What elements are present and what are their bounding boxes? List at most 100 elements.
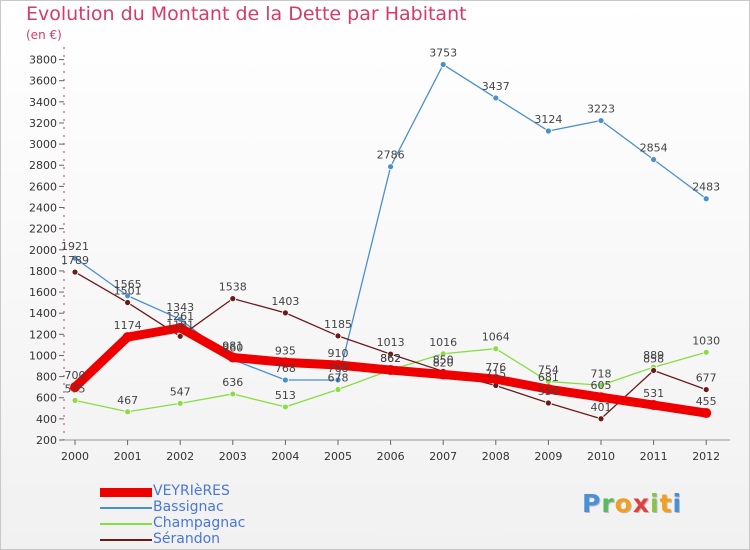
x-tick-label: 2004 bbox=[271, 450, 299, 463]
chart-series bbox=[70, 61, 712, 423]
data-label: 1181 bbox=[166, 318, 194, 331]
x-tick-label: 2008 bbox=[482, 450, 510, 463]
data-point bbox=[492, 94, 500, 102]
data-point bbox=[71, 254, 79, 262]
logo-letter: t bbox=[659, 489, 673, 518]
data-label: 401 bbox=[591, 401, 612, 414]
data-point bbox=[545, 399, 552, 407]
data-label: 1064 bbox=[482, 331, 510, 344]
data-label: 768 bbox=[275, 362, 296, 375]
data-label: 605 bbox=[591, 379, 612, 392]
data-point bbox=[281, 309, 289, 317]
x-tick-label: 2011 bbox=[640, 450, 668, 463]
data-label: 513 bbox=[275, 389, 296, 402]
y-tick-label: 1800 bbox=[29, 265, 57, 278]
x-tick-label: 2007 bbox=[429, 450, 457, 463]
data-point bbox=[597, 415, 605, 423]
data-label: 850 bbox=[433, 353, 454, 366]
data-point bbox=[387, 163, 395, 171]
x-tick-label: 2010 bbox=[587, 450, 615, 463]
data-label: 862 bbox=[380, 352, 401, 365]
legend-label: Bassignac bbox=[153, 499, 224, 515]
data-point bbox=[334, 376, 342, 384]
y-tick-label: 2200 bbox=[29, 223, 57, 236]
data-label: 715 bbox=[485, 368, 506, 381]
data-label: 1501 bbox=[114, 285, 142, 298]
legend-item: Bassignac bbox=[100, 499, 350, 516]
data-label: 1343 bbox=[166, 301, 194, 314]
data-label: 1403 bbox=[271, 295, 299, 308]
legend-label: Champagnac bbox=[153, 515, 246, 531]
data-point bbox=[702, 195, 710, 203]
data-label: 862 bbox=[380, 352, 401, 365]
y-tick-label: 1400 bbox=[29, 307, 57, 320]
data-label: 1789 bbox=[61, 254, 89, 267]
data-label: 531 bbox=[643, 387, 664, 400]
y-tick-label: 200 bbox=[36, 434, 57, 447]
data-label: 768 bbox=[328, 362, 349, 375]
data-point bbox=[701, 408, 712, 419]
data-point bbox=[71, 396, 79, 404]
data-point bbox=[387, 350, 395, 358]
data-label: 1261 bbox=[166, 310, 194, 323]
data-point bbox=[124, 292, 131, 300]
data-point bbox=[438, 369, 449, 380]
data-point bbox=[543, 384, 554, 395]
data-label: 547 bbox=[170, 385, 191, 398]
data-point bbox=[227, 352, 238, 363]
chart-title: Evolution du Montant de la Dette par Hab… bbox=[26, 3, 467, 25]
data-point bbox=[385, 365, 396, 376]
y-tick-label: 1000 bbox=[29, 349, 57, 362]
logo-letter: r bbox=[601, 489, 615, 518]
y-tick-label: 800 bbox=[36, 371, 57, 384]
data-point bbox=[70, 382, 80, 393]
data-point bbox=[334, 332, 342, 340]
data-label: 820 bbox=[433, 356, 454, 369]
data-point bbox=[333, 359, 343, 370]
y-tick-label: 2600 bbox=[29, 180, 57, 193]
legend-item: VEYRIèRES bbox=[100, 483, 350, 500]
y-tick-label: 400 bbox=[36, 413, 57, 426]
chart-subtitle: (en €) bbox=[26, 28, 62, 42]
data-label: 3753 bbox=[429, 47, 457, 60]
data-point bbox=[648, 400, 659, 411]
data-point bbox=[490, 374, 501, 385]
y-tick-label: 3200 bbox=[29, 117, 57, 130]
data-point bbox=[122, 332, 133, 343]
chart-axes: 200 400 600 800 1000 1200 1400 1600 1800 2000 2200… bbox=[29, 47, 730, 463]
data-point bbox=[596, 392, 606, 403]
data-label: 981 bbox=[222, 339, 243, 352]
legend-item: Champagnac bbox=[100, 515, 350, 532]
data-label: 3223 bbox=[587, 103, 615, 116]
data-label: 1538 bbox=[219, 281, 247, 294]
data-point bbox=[229, 390, 237, 398]
legend-label: Sérandon bbox=[153, 531, 221, 547]
data-label: 677 bbox=[696, 372, 717, 385]
proxiti-logo: Proxiti bbox=[582, 489, 682, 518]
data-label: 700 bbox=[65, 369, 86, 382]
data-label: 2786 bbox=[377, 149, 405, 162]
legend-swatch bbox=[100, 507, 152, 509]
y-tick-label: 2000 bbox=[29, 244, 57, 257]
legend-label: VEYRIèRES bbox=[153, 483, 230, 499]
data-label: 1185 bbox=[324, 318, 352, 331]
data-label: 718 bbox=[591, 367, 612, 380]
data-label: 1565 bbox=[114, 278, 142, 291]
data-label: 889 bbox=[643, 349, 664, 362]
data-label: 575 bbox=[65, 382, 86, 395]
data-point bbox=[439, 350, 447, 358]
chart-data-labels: 700 1174 1261 981 935 910 862 820 776 681 605 531 45… bbox=[61, 47, 720, 414]
data-label: 550 bbox=[538, 385, 559, 398]
data-point bbox=[597, 117, 605, 124]
data-point bbox=[545, 127, 552, 135]
x-tick-label: 2005 bbox=[324, 450, 352, 463]
data-label: 678 bbox=[328, 371, 349, 384]
data-label: 455 bbox=[696, 395, 717, 408]
y-tick-label: 3000 bbox=[29, 138, 57, 151]
legend: VEYRIèRES Bassignac Champagnac Sérandon bbox=[100, 483, 350, 548]
data-point bbox=[229, 295, 237, 303]
y-tick-label: 3800 bbox=[29, 54, 57, 67]
x-tick-label: 2001 bbox=[114, 450, 142, 463]
data-point bbox=[176, 315, 184, 323]
